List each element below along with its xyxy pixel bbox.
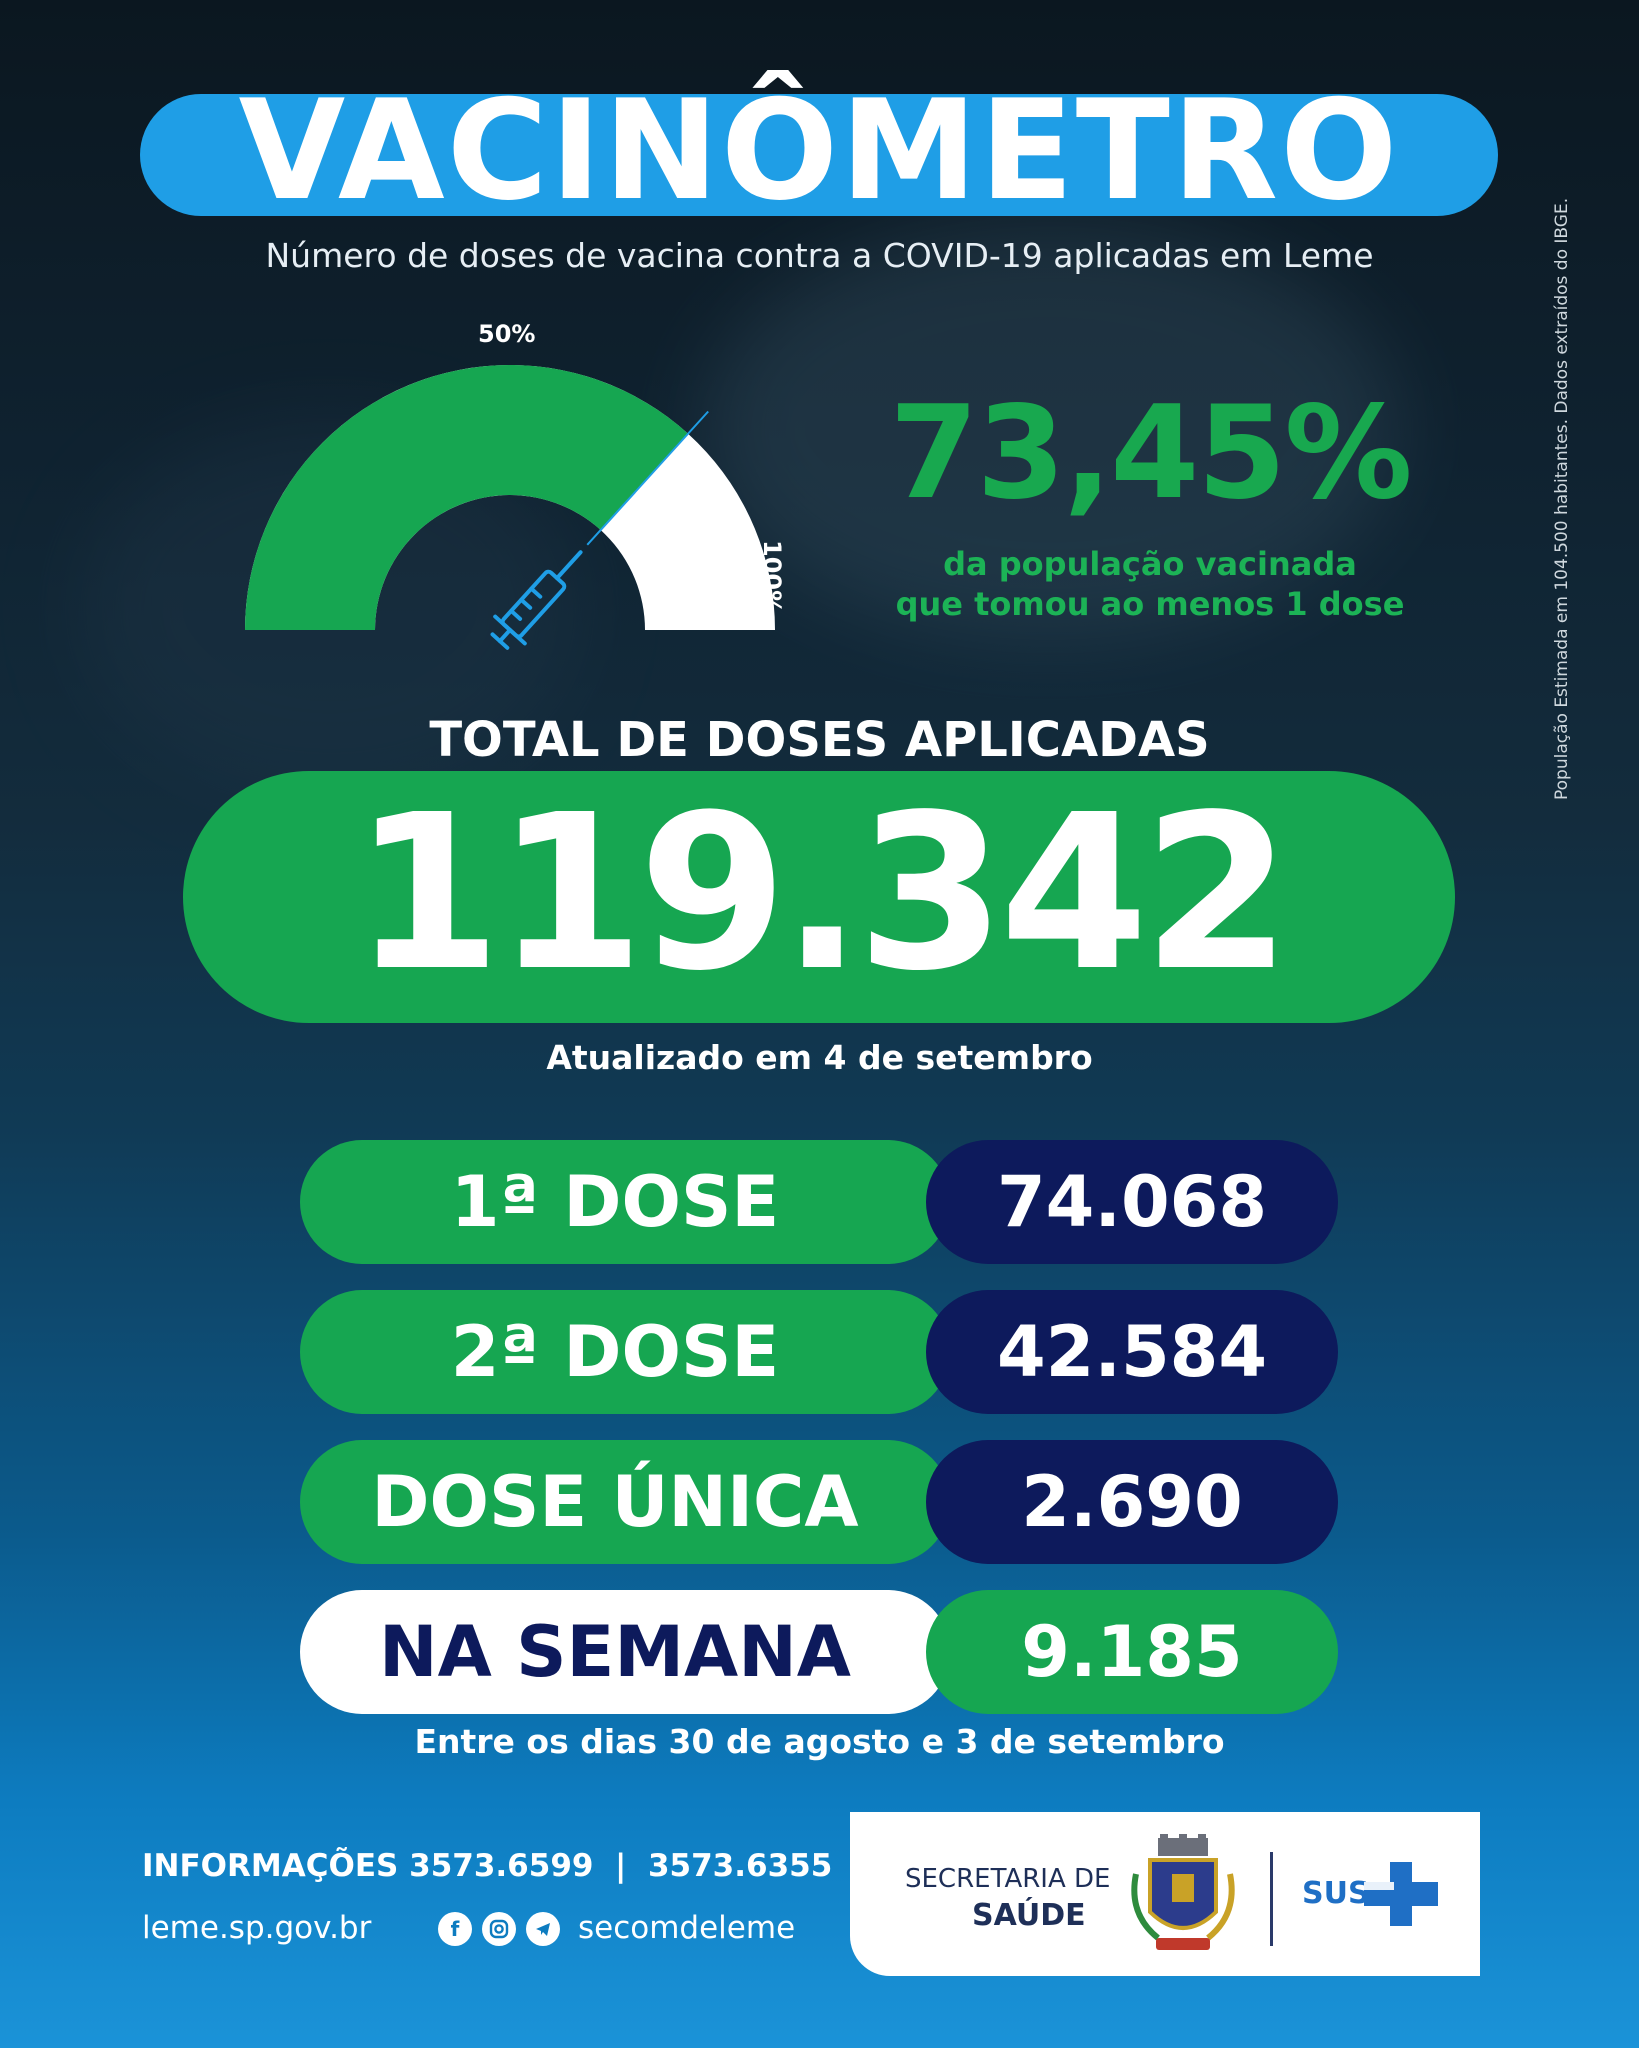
updated-date: Atualizado em 4 de setembro — [546, 1038, 1093, 1077]
vaccinated-text-2: que tomou ao menos 1 dose — [895, 585, 1405, 623]
dose-row-week: NA SEMANA 9.185 — [300, 1590, 1338, 1714]
divider — [1270, 1852, 1273, 1946]
dose-label: DOSE ÚNICA — [300, 1440, 950, 1564]
source-note: População Estimada em 104.500 habitantes… — [1552, 197, 1572, 800]
gauge-needle — [586, 410, 709, 546]
sus-cross-icon — [1364, 1862, 1438, 1926]
info-phones: INFORMAÇÕES 3573.6599 | 3573.6355 — [142, 1848, 833, 1884]
website-link[interactable]: leme.sp.gov.br — [142, 1910, 372, 1946]
title-banner: VACINÔMETRO — [140, 82, 1498, 220]
social-handle: secomdeleme — [578, 1910, 796, 1946]
total-heading: TOTAL DE DOSES APLICADAS — [429, 712, 1210, 768]
saude-label: SAÚDE — [972, 1898, 1086, 1933]
dose-label: 1ª DOSE — [300, 1140, 950, 1264]
vaccinated-percent: 73,45% — [889, 379, 1412, 528]
dose-value: 42.584 — [926, 1290, 1338, 1414]
vaccinated-text-1: da população vacinada — [943, 545, 1357, 583]
page-title: VACINÔMETRO — [238, 70, 1400, 231]
dose-row-first: 1ª DOSE 74.068 — [300, 1140, 1338, 1264]
instagram-icon[interactable] — [482, 1912, 516, 1946]
dose-row-second: 2ª DOSE 42.584 — [300, 1290, 1338, 1414]
dose-value: 74.068 — [926, 1140, 1338, 1264]
background-glow — [700, 220, 1400, 640]
coat-of-arms-icon — [1131, 1834, 1235, 1950]
secretaria-label: SECRETARIA DE — [905, 1864, 1111, 1894]
dose-value: 9.185 — [926, 1590, 1338, 1714]
telegram-icon[interactable] — [526, 1912, 560, 1946]
gauge-label-100: 100% — [758, 540, 786, 615]
dose-value: 2.690 — [926, 1440, 1338, 1564]
subtitle: Número de doses de vacina contra a COVID… — [265, 236, 1374, 275]
sus-label: SUS — [1302, 1876, 1370, 1911]
total-value: 119.342 — [352, 769, 1292, 1018]
total-banner: 119.342 — [183, 771, 1455, 1023]
facebook-icon[interactable]: f — [438, 1912, 472, 1946]
week-note: Entre os dias 30 de agosto e 3 de setemb… — [414, 1722, 1225, 1761]
secretaria-logo-card: SECRETARIA DE SAÚDE SUS — [850, 1812, 1480, 1976]
gauge-fill — [245, 364, 689, 630]
dose-row-single: DOSE ÚNICA 2.690 — [300, 1440, 1338, 1564]
dose-label: NA SEMANA — [300, 1590, 950, 1714]
gauge-label-50: 50% — [478, 320, 536, 348]
dose-label: 2ª DOSE — [300, 1290, 950, 1414]
syringe-icon — [490, 550, 583, 650]
gauge — [245, 364, 775, 650]
